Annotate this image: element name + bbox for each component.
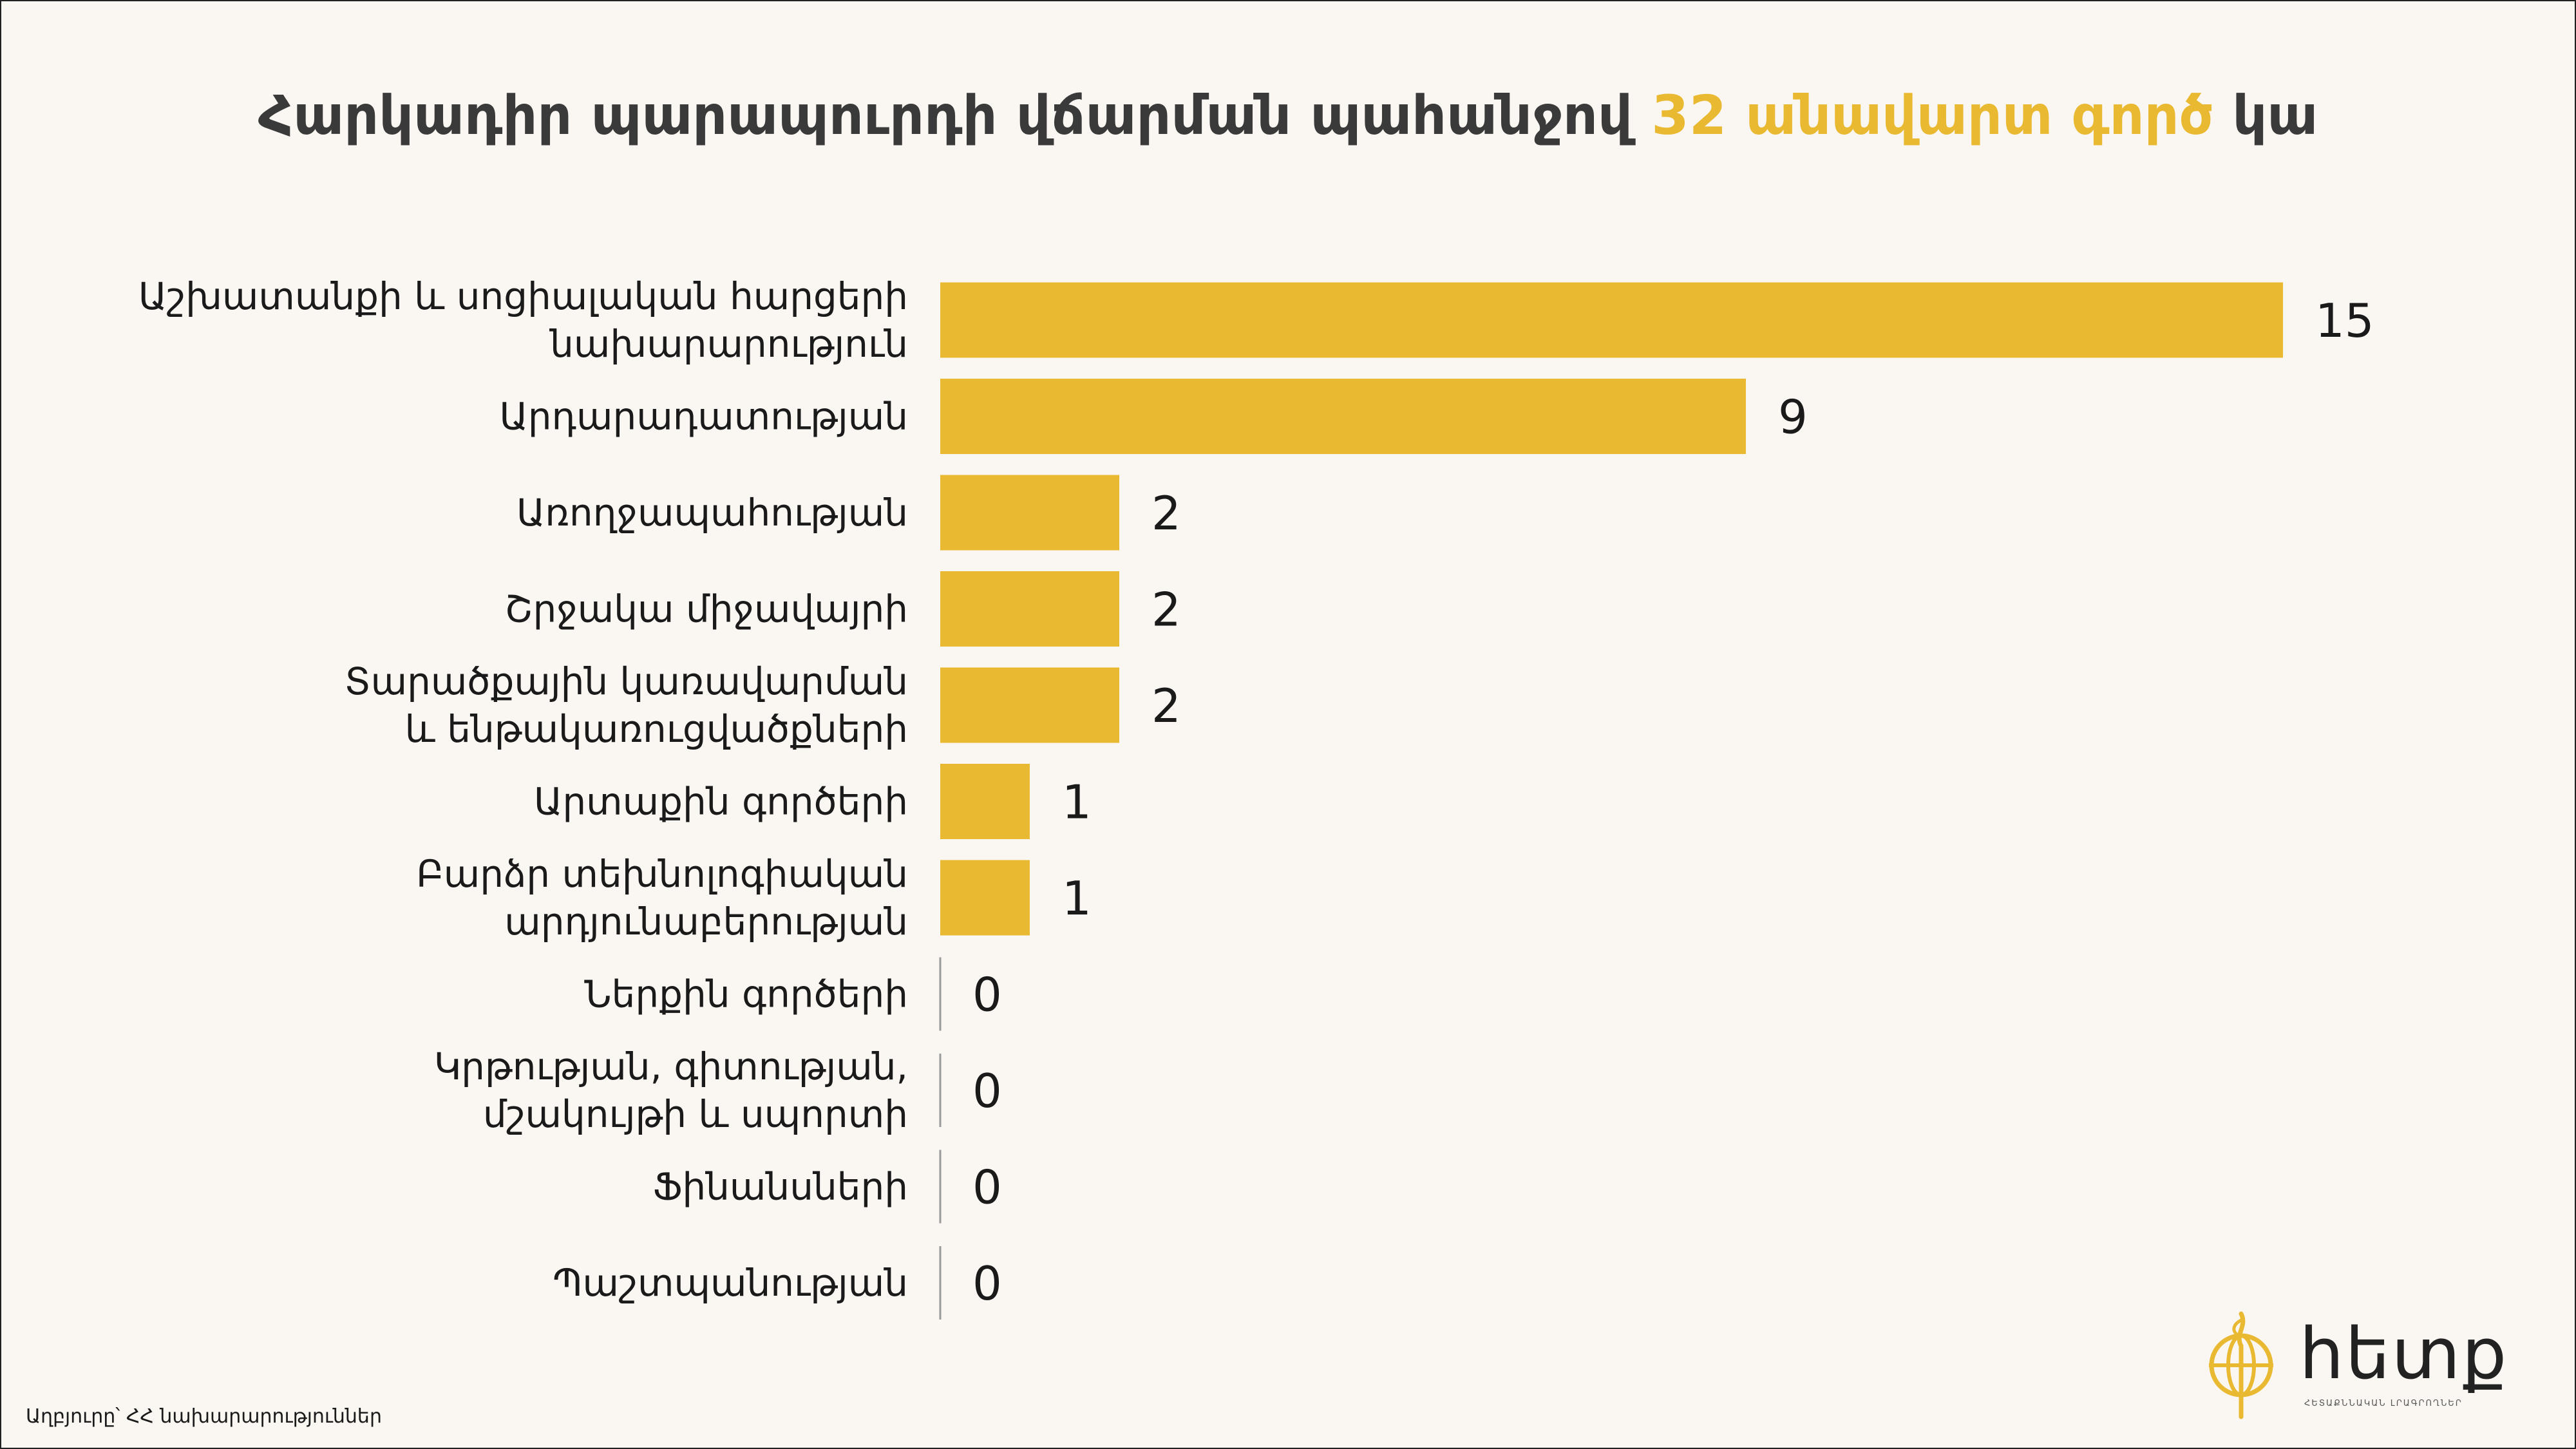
source-note: Աղբյուրը՝ ՀՀ նախարարություններ [26, 1405, 382, 1428]
value-label: 9 [1778, 390, 1808, 444]
bar [940, 282, 2283, 358]
value-label: 0 [972, 1064, 1002, 1118]
category-label: Շրջակա միջավայրի [505, 587, 908, 631]
value-label: 1 [1062, 775, 1092, 829]
category-label: Բարձր տեխնոլոգիական արդյունաբերության [416, 852, 908, 943]
category-label: Ֆինանսների [653, 1165, 908, 1209]
bar [940, 379, 1746, 454]
category-label: Առողջապահության [516, 491, 908, 535]
category-label: Ներքին գործերի [584, 972, 908, 1016]
value-label: 0 [972, 1160, 1002, 1215]
title-highlight: 32 անավարտ գործ [1651, 84, 2214, 147]
category-label: Կրթության, գիտության, մշակույթի և սպորտի [434, 1045, 908, 1136]
category-label: Աշխատանքի և սոցիալական հարցերի նախարարութ… [138, 274, 908, 366]
bar [940, 667, 1119, 743]
logo-text: հետք [2299, 1312, 2508, 1395]
logo-subtitle: ՀԵՏԱՔՆՆԱԿԱՆ ԼՐԱԳՐՈՂՆԵՐ [2304, 1399, 2463, 1408]
logo-emblem-icon [2209, 1311, 2273, 1419]
bar [940, 764, 1030, 839]
bar [940, 475, 1119, 551]
value-label: 2 [1151, 679, 1181, 733]
title-tail: կա [2213, 84, 2318, 147]
category-label: Արդարադատության [499, 395, 908, 439]
category-label: Արտաքին գործերի [534, 780, 908, 824]
value-label: 1 [1062, 871, 1092, 925]
title-main: Հարկադիր պարապուրդի վճարման պահանջով [258, 84, 1652, 147]
chart-title: Հարկադիր պարապուրդի վճարման պահանջով 32 … [0, 84, 2576, 147]
category-label: Պաշտպանության [553, 1261, 908, 1305]
value-label: 15 [2315, 294, 2374, 348]
bar [940, 571, 1119, 647]
value-label: 0 [972, 1256, 1002, 1311]
bar [940, 860, 1030, 936]
value-label: 2 [1151, 583, 1181, 637]
value-label: 0 [972, 968, 1002, 1022]
logo: հետք ՀԵՏԱՔՆՆԱԿԱՆ ԼՐԱԳՐՈՂՆԵՐ [2202, 1307, 2507, 1423]
category-label: Տարածքային կառավարման և ենթակառուցվածքներ… [345, 659, 908, 751]
value-label: 2 [1151, 486, 1181, 540]
